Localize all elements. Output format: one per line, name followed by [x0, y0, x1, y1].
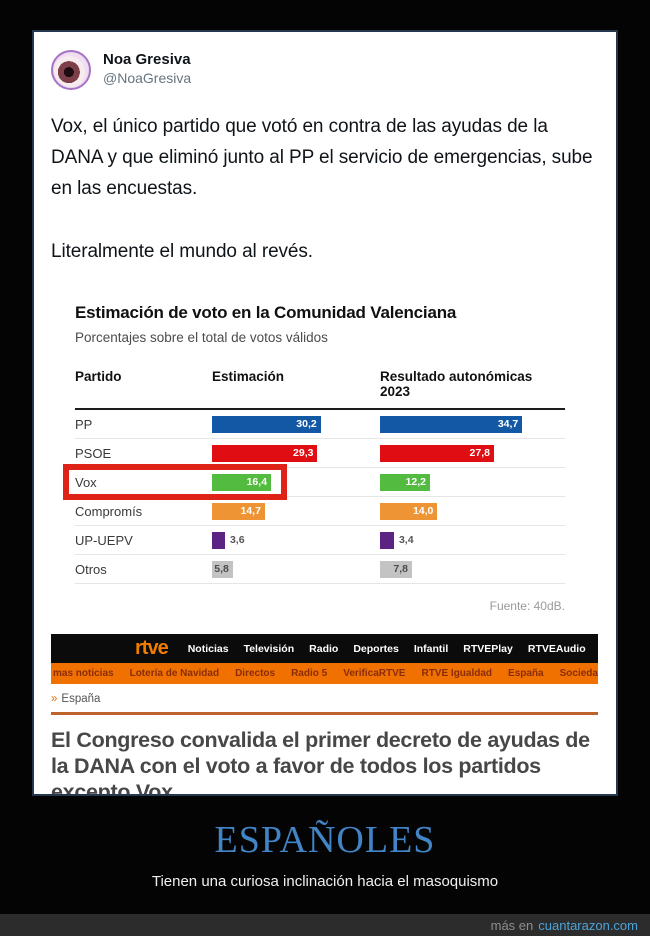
- caption-subtitle: Tienen una curiosa inclinación hacia el …: [151, 873, 499, 890]
- breadcrumb[interactable]: » España: [51, 693, 598, 705]
- chart-bar-value: 3,4: [398, 534, 414, 546]
- chart-bar-value: 30,2: [296, 418, 317, 430]
- tweet-author-handle[interactable]: @NoaGresiva: [103, 70, 192, 86]
- chart-bar-value: 5,8: [214, 563, 229, 575]
- chart-bar: 5,8: [212, 560, 233, 578]
- chart-bar: 12,2: [380, 473, 431, 491]
- rtve-logo[interactable]: rtve: [135, 637, 169, 659]
- chart-bar-cell: 12,2: [380, 473, 565, 491]
- avatar[interactable]: [51, 50, 91, 90]
- rtve-screenshot: rtve Noticias Televisión Radio Deportes Infa…: [51, 634, 598, 796]
- chart-source: Fuente: 40dB.: [489, 599, 565, 613]
- poster-caption: ESPAÑOLES Tienen una curiosa inclinación…: [0, 818, 650, 890]
- tweet-header: Noa Gresiva @NoaGresiva: [51, 50, 599, 90]
- tweet-author-name[interactable]: Noa Gresiva: [103, 51, 191, 68]
- chart-party-label: Compromís: [75, 503, 143, 519]
- rtve-nav-item[interactable]: Infantil: [413, 642, 449, 655]
- chart-bar-cell: 7,8: [380, 560, 565, 578]
- chart-party-label: PP: [75, 416, 93, 432]
- chart-bar: 7,8: [380, 560, 412, 578]
- chart-bar-cell: 27,8: [380, 444, 565, 462]
- tweet-body-paragraph: Literalmente el mundo al revés.: [51, 241, 313, 262]
- rtve-subnav-item[interactable]: mas noticias: [53, 668, 114, 679]
- chart-bar: 29,3: [212, 444, 318, 462]
- chart-bar-cell: 3,6: [212, 531, 380, 549]
- rtve-nav-item[interactable]: Noticias: [187, 642, 229, 655]
- chart-row: Compromís 14,7 14,0: [75, 497, 565, 526]
- chart-bar-value: 34,7: [497, 418, 519, 430]
- chart-subtitle: Porcentajes sobre el total de votos váli…: [75, 330, 328, 345]
- rtve-nav-item[interactable]: Televisión: [243, 642, 295, 655]
- chart-title: Estimación de voto en la Comunidad Valen…: [75, 303, 457, 322]
- chart-bar-cell: 34,7: [380, 415, 565, 433]
- rtve-subnav-item[interactable]: Directos: [235, 668, 276, 679]
- chart-column-headers: Partido Estimación Resultado autonómicas…: [75, 369, 565, 410]
- news-headline[interactable]: El Congreso convalida el primer decreto …: [51, 728, 590, 796]
- site-footer: más en cuantarazon.com: [0, 914, 650, 936]
- rtve-top-bar: rtve Noticias Televisión Radio Deportes Infa…: [51, 634, 598, 663]
- chart-row: Vox 16,4 12,2: [63, 464, 565, 500]
- breadcrumb-label[interactable]: España: [61, 693, 101, 705]
- rtve-nav-item[interactable]: Deportes: [353, 642, 399, 655]
- chart-bar-cell: 5,8: [212, 560, 380, 578]
- chart-bar-value: 3,6: [229, 534, 245, 546]
- chart-rows: PP 30,2 34,7 PSOE 29,3 27,8 Vox 16,4 12,2 Comprom…: [63, 410, 565, 584]
- section-divider: [51, 712, 598, 715]
- rtve-nav-item[interactable]: RTVEAudio: [527, 642, 586, 655]
- chart-party-label: Otros: [75, 561, 107, 577]
- chart-bar-value: 29,3: [293, 447, 314, 459]
- chart-row: PP 30,2 34,7: [75, 410, 565, 439]
- chart-bar-cell: 30,2: [212, 415, 380, 433]
- chart-bar-value: 16,4: [246, 476, 268, 488]
- chart-bar-value: 14,7: [240, 505, 261, 517]
- rtve-subnav-item[interactable]: Sociedad: [559, 668, 598, 679]
- chart-bar: 14,7: [212, 502, 265, 520]
- chart-col-estimacion: Estimación: [212, 369, 285, 384]
- chart-bar: 30,2: [212, 415, 321, 433]
- chart-bar-value: 12,2: [405, 476, 427, 488]
- chart-bar-cell: 3,4: [380, 531, 565, 549]
- chart-party-label: PSOE: [75, 445, 112, 461]
- poll-chart: Estimación de voto en la Comunidad Valen…: [63, 303, 565, 613]
- tweet-identity: Noa Gresiva @NoaGresiva: [103, 50, 191, 87]
- rtve-subnav-item[interactable]: Radio 5: [291, 668, 328, 679]
- chart-bar: 14,0: [380, 502, 438, 520]
- tweet-card: Noa Gresiva @NoaGresiva Vox, el único pa…: [32, 30, 618, 796]
- chart-bar: 16,4: [212, 473, 272, 491]
- rtve-subnav-item[interactable]: VerificaRTVE: [343, 668, 406, 679]
- chart-bar-value: 27,8: [469, 447, 490, 459]
- rtve-sub-nav: mas noticias Lotería de Navidad Directos Ra…: [53, 668, 598, 679]
- chart-row: PSOE 29,3 27,8: [75, 439, 565, 468]
- chart-party-label: Vox: [75, 474, 97, 490]
- breadcrumb-arrow-icon: »: [51, 693, 58, 705]
- chart-bar-cell: 16,4: [212, 473, 380, 491]
- chart-bar-cell: 29,3: [212, 444, 380, 462]
- chart-bar: 27,8: [380, 444, 494, 462]
- chart-row: Otros 5,8 7,8: [75, 555, 565, 584]
- chart-bar-cell: 14,0: [380, 502, 565, 520]
- rtve-subnav-item[interactable]: Lotería de Navidad: [129, 668, 220, 679]
- rtve-sub-bar: mas noticias Lotería de Navidad Directos Ra…: [51, 663, 598, 684]
- rtve-subnav-item[interactable]: RTVE Igualdad: [421, 668, 493, 679]
- tweet-body-paragraph: Vox, el único partido que votó en contra…: [51, 116, 593, 199]
- chart-bar: [380, 531, 394, 549]
- chart-bar-value: 14,0: [412, 505, 434, 517]
- rtve-subnav-item[interactable]: España: [508, 668, 544, 679]
- chart-row: UP-UEPV 3,6 3,4: [75, 526, 565, 555]
- chart-col-resultado: Resultado autonómicas 2023: [380, 369, 533, 399]
- rtve-nav-item[interactable]: Radio: [309, 642, 339, 655]
- footer-more-text: más en: [490, 917, 534, 933]
- chart-bar: [212, 531, 225, 549]
- chart-bar-value: 7,8: [393, 563, 408, 575]
- chart-bar-cell: 14,7: [212, 502, 380, 520]
- caption-title: ESPAÑOLES: [214, 819, 436, 861]
- chart-party-label: UP-UEPV: [75, 532, 133, 548]
- footer-site-link[interactable]: cuantarazon.com: [538, 917, 638, 933]
- rtve-main-nav: Noticias Televisión Radio Deportes Infantil R…: [188, 643, 598, 655]
- rtve-nav-item[interactable]: RTVEPlay: [463, 642, 513, 655]
- chart-bar: 34,7: [380, 415, 523, 433]
- chart-col-partido: Partido: [75, 369, 122, 384]
